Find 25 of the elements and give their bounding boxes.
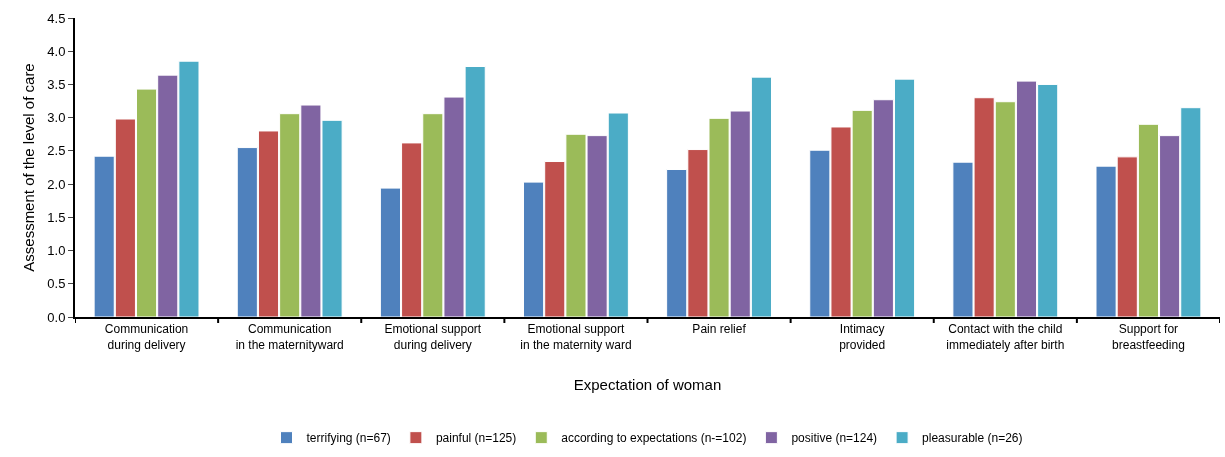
x-tick-label: Communication in the maternityward: [235, 322, 344, 352]
legend-label: according to expectations (n-=102): [561, 431, 747, 446]
x-tick-label: Contact with the child immediately after birth: [946, 322, 1065, 352]
x-tick-label: Intimacy provided: [839, 322, 886, 352]
y-tick-label: 0.0: [47, 309, 66, 325]
y-tick-label: 3.5: [47, 76, 66, 92]
x-tick-label: Communication during delivery: [104, 322, 189, 352]
y-tick-label: 4.0: [47, 43, 66, 59]
x-tick-label: Support for breastfeeding: [1112, 322, 1185, 352]
x-tick-label: Pain relief: [692, 322, 747, 337]
y-tick-label: 4.5: [47, 10, 66, 26]
y-tick-label: 1.5: [47, 209, 66, 225]
y-tick-label: 0.5: [47, 276, 66, 292]
x-tick-label: Emotional support during delivery: [384, 322, 482, 352]
x-axis-title: Expectation of woman: [573, 375, 722, 393]
y-tick-label: 1.0: [47, 243, 66, 259]
y-tick-label: 2.0: [47, 176, 66, 192]
legend-label: positive (n=124): [791, 431, 878, 446]
y-axis-title: Assessment of the level of care: [20, 63, 37, 272]
y-tick-label: 3.0: [47, 110, 66, 126]
legend-label: terrifying (n=67): [306, 431, 391, 446]
legend-label: pleasurable (n=26): [922, 431, 1023, 446]
y-tick-label: 2.5: [47, 143, 66, 159]
x-tick-label: Emotional support in the maternity ward: [520, 322, 632, 352]
legend-label: painful (n=125): [435, 431, 517, 446]
